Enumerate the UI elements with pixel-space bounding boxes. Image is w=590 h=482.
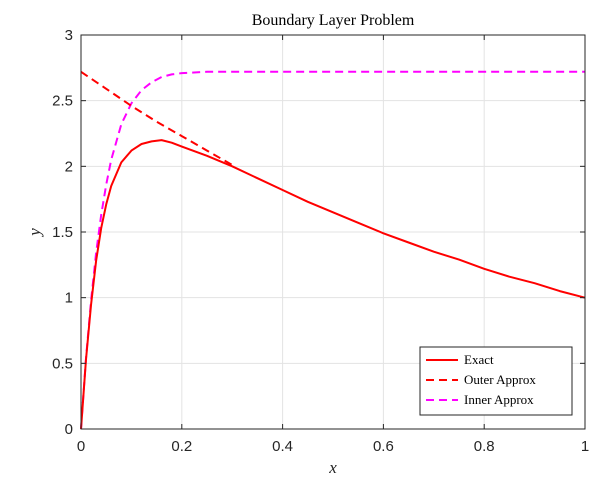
x-tick-label: 0: [77, 438, 85, 455]
x-tick-label: 0.6: [373, 438, 394, 455]
x-tick-label: 1: [581, 438, 589, 455]
series-line-inner-approx: [80, 70, 585, 430]
series-layer: [80, 70, 586, 430]
y-axis-label: y: [25, 228, 44, 238]
y-tick-label: 3: [65, 27, 73, 44]
y-tick-label: 2: [65, 158, 73, 175]
chart-title: Boundary Layer Problem: [252, 12, 415, 29]
y-tick-label: 0: [65, 421, 73, 438]
axis-ticks: 0 0.2 0.4 0.6 0.8 1 0 0.5 1 1.5 2 2.5 3: [52, 27, 589, 455]
y-tick-label: 1.5: [52, 224, 73, 241]
y-tick-label: 1: [65, 290, 73, 307]
y-tick-label: 0.5: [52, 355, 73, 372]
series-line-outer-approx: [80, 70, 233, 166]
legend-label-exact: Exact: [464, 352, 494, 367]
x-tick-label: 0.2: [171, 438, 192, 455]
legend-label-outer-approx: Outer Approx: [464, 372, 536, 387]
legend-label-inner-approx: Inner Approx: [464, 392, 534, 407]
x-tick-label: 0.4: [272, 438, 293, 455]
series-line-exact: [80, 139, 586, 430]
legend: Exact Outer Approx Inner Approx: [419, 346, 573, 416]
x-tick-label: 0.8: [474, 438, 495, 455]
y-tick-label: 2.5: [52, 93, 73, 110]
x-axis-label: x: [328, 458, 337, 477]
